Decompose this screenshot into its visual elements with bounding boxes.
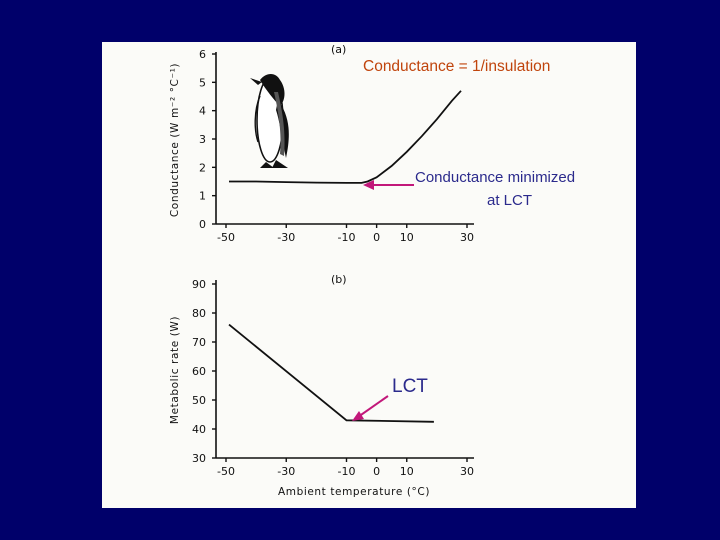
panel-b-y-tick-label: 30 xyxy=(192,452,206,465)
panel-a-y-tick-label: 0 xyxy=(199,218,206,231)
panel-a-label: (a) xyxy=(331,43,346,56)
panel-b-x-axis-title: Ambient temperature (°C) xyxy=(278,486,430,498)
panel-a-x-tick-label: -10 xyxy=(338,231,356,244)
conductance-annotation-line2: at LCT xyxy=(487,192,532,209)
panel-a: 0 1 2 3 4 5 6 -50 -30 -10 0 10 30 (a) Conductance (W… xyxy=(169,43,575,244)
panel-b-x-tick-label: 10 xyxy=(400,465,414,478)
thermoregulation-charts: 0 1 2 3 4 5 6 -50 -30 -10 0 10 30 (a) Conductance (W… xyxy=(169,43,575,498)
panel-b-y-tick-label: 80 xyxy=(192,307,206,320)
panel-a-x-tick-label: -30 xyxy=(277,231,295,244)
panel-a-conductance-line xyxy=(229,90,462,184)
panel-b-y-tick-label: 90 xyxy=(192,278,206,291)
conductance-annotation-line1: Conductance minimized xyxy=(415,169,575,186)
panel-a-y-tick-label: 1 xyxy=(199,190,206,203)
panel-a-x-tick-label: -50 xyxy=(217,231,235,244)
panel-a-y-tick-label: 2 xyxy=(199,161,206,174)
panel-a-x-tick-label: 10 xyxy=(400,231,414,244)
conductance-arrow xyxy=(363,180,414,190)
lct-arrow xyxy=(352,395,389,421)
panel-b-label: (b) xyxy=(331,273,347,286)
panel-a-ticks: 0 1 2 3 4 5 6 -50 -30 -10 0 10 30 xyxy=(199,48,474,244)
penguin-illustration xyxy=(250,74,289,168)
panel-a-y-axis-title: Conductance (W m⁻² °C⁻¹) xyxy=(169,63,181,217)
panel-a-title-note: Conductance = 1/insulation xyxy=(363,58,550,75)
panel-b-x-tick-label: 0 xyxy=(373,465,380,478)
lct-annotation: LCT xyxy=(392,376,428,397)
panel-b-ticks: 30 40 50 60 70 80 90 -50 -30 -10 0 10 30 xyxy=(192,278,474,478)
panel-a-y-tick-label: 3 xyxy=(199,133,206,146)
panel-b-x-tick-label: 30 xyxy=(460,465,474,478)
panel-b-y-axis-title: Metabolic rate (W) xyxy=(169,316,181,424)
panel-b-x-tick-label: -10 xyxy=(338,465,356,478)
panel-b-y-tick-label: 70 xyxy=(192,336,206,349)
panel-a-y-tick-label: 5 xyxy=(199,76,206,89)
panel-a-y-tick-label: 6 xyxy=(199,48,206,61)
panel-b: 30 40 50 60 70 80 90 -50 -30 -10 0 10 30 (b) Metabol… xyxy=(169,273,474,498)
panel-b-x-tick-label: -30 xyxy=(277,465,295,478)
panel-b-x-tick-label: -50 xyxy=(217,465,235,478)
panel-b-y-tick-label: 40 xyxy=(192,423,206,436)
panel-a-x-tick-label: 30 xyxy=(460,231,474,244)
figure-panel: 0 1 2 3 4 5 6 -50 -30 -10 0 10 30 (a) Conductance (W… xyxy=(102,42,636,508)
panel-b-metabolic-line xyxy=(228,323,434,423)
panel-b-y-tick-label: 50 xyxy=(192,394,206,407)
panel-a-y-tick-label: 4 xyxy=(199,105,206,118)
panel-b-y-tick-label: 60 xyxy=(192,365,206,378)
panel-a-x-tick-label: 0 xyxy=(373,231,380,244)
